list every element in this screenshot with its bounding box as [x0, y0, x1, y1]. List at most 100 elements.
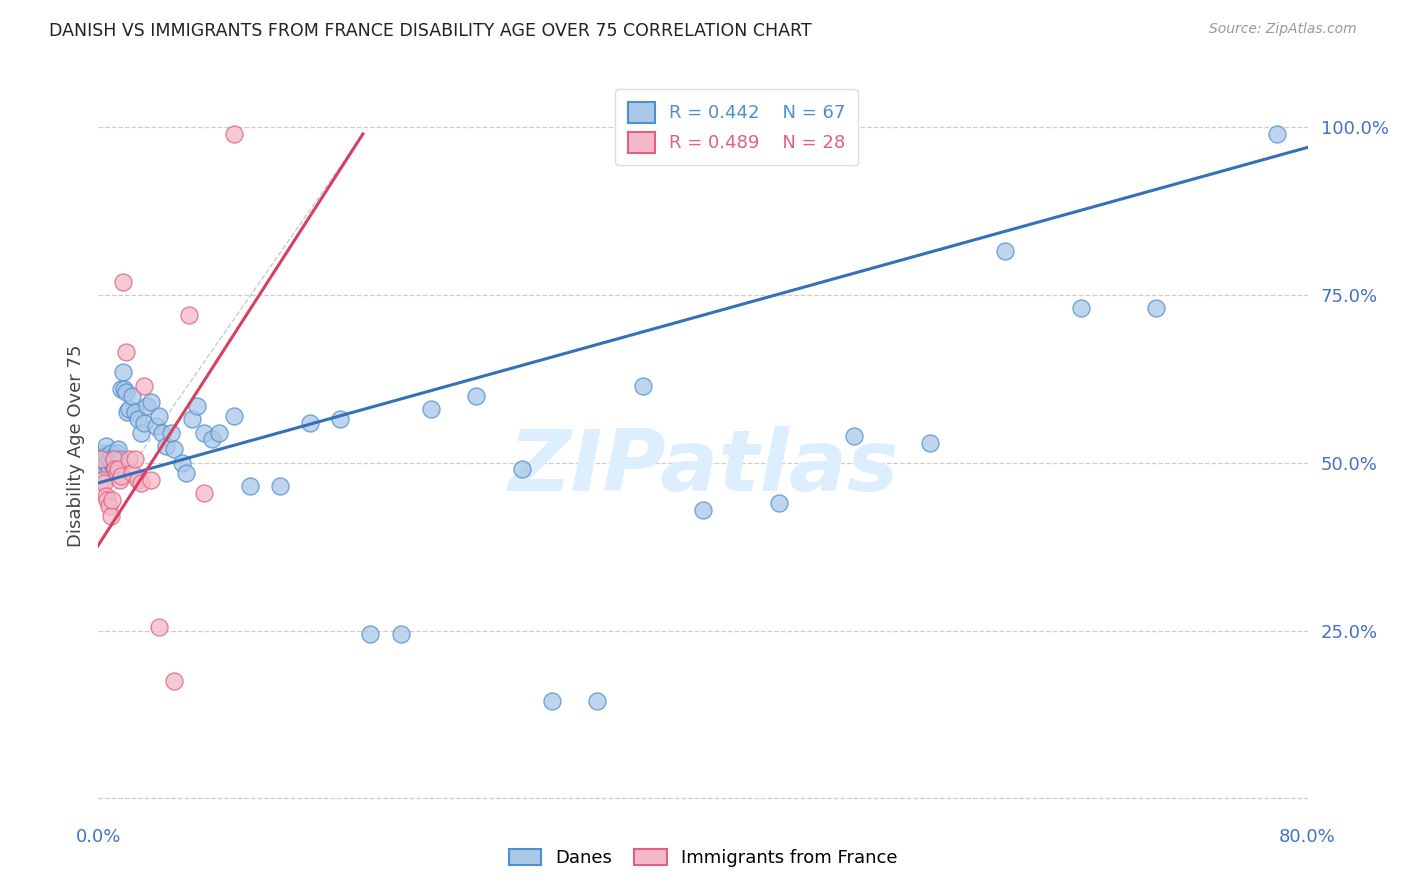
Point: [127, 473, 149, 487]
Point: [163, 673, 186, 688]
Point: [111, 275, 134, 289]
Point: [91, 446, 114, 460]
Point: [96, 456, 118, 470]
Point: [994, 244, 1017, 259]
Point: [465, 389, 488, 403]
Point: [91, 456, 114, 470]
Point: [193, 486, 215, 500]
Point: [201, 432, 224, 446]
Point: [115, 405, 138, 419]
Point: [155, 439, 177, 453]
Point: [121, 466, 143, 480]
Point: [90, 452, 112, 467]
Point: [118, 452, 141, 467]
Point: [768, 496, 790, 510]
Point: [141, 473, 163, 487]
Point: [420, 402, 443, 417]
Point: [94, 456, 117, 470]
Point: [96, 449, 118, 463]
Point: [96, 492, 118, 507]
Text: DANISH VS IMMIGRANTS FROM FRANCE DISABILITY AGE OVER 75 CORRELATION CHART: DANISH VS IMMIGRANTS FROM FRANCE DISABIL…: [49, 22, 811, 40]
Point: [1267, 127, 1289, 141]
Legend: R = 0.442    N = 67, R = 0.489    N = 28: R = 0.442 N = 67, R = 0.489 N = 28: [616, 89, 859, 165]
Point: [586, 694, 609, 708]
Point: [107, 442, 129, 457]
Point: [148, 409, 170, 423]
Point: [93, 475, 115, 490]
Point: [94, 439, 117, 453]
Text: ZIPatlas: ZIPatlas: [508, 426, 898, 509]
Point: [104, 452, 127, 467]
Point: [1070, 301, 1092, 316]
Y-axis label: Disability Age Over 75: Disability Age Over 75: [66, 344, 84, 548]
Point: [111, 365, 134, 379]
Point: [329, 412, 352, 426]
Point: [224, 409, 246, 423]
Point: [132, 378, 155, 392]
Point: [186, 399, 208, 413]
Point: [179, 308, 201, 322]
Point: [160, 425, 183, 440]
Point: [132, 416, 155, 430]
Point: [208, 425, 231, 440]
Point: [114, 385, 136, 400]
Point: [360, 627, 382, 641]
Point: [124, 452, 146, 467]
Point: [110, 469, 132, 483]
Point: [110, 382, 132, 396]
Point: [98, 500, 121, 514]
Point: [181, 412, 204, 426]
Point: [135, 399, 157, 413]
Point: [1144, 301, 1167, 316]
Point: [98, 462, 121, 476]
Point: [141, 395, 163, 409]
Point: [103, 452, 125, 467]
Point: [148, 620, 170, 634]
Point: [145, 418, 167, 433]
Point: [101, 456, 124, 470]
Point: [631, 378, 654, 392]
Point: [239, 479, 262, 493]
Point: [389, 627, 412, 641]
Point: [105, 466, 128, 480]
Point: [108, 473, 131, 487]
Point: [129, 425, 152, 440]
Point: [112, 382, 135, 396]
Legend: Danes, Immigrants from France: Danes, Immigrants from France: [502, 841, 904, 874]
Point: [93, 449, 115, 463]
Point: [510, 462, 533, 476]
Point: [163, 442, 186, 457]
Point: [174, 466, 197, 480]
Point: [101, 492, 124, 507]
Text: Source: ZipAtlas.com: Source: ZipAtlas.com: [1209, 22, 1357, 37]
Point: [692, 502, 714, 516]
Point: [107, 462, 129, 476]
Point: [91, 473, 114, 487]
Point: [103, 459, 125, 474]
Point: [100, 456, 122, 470]
Point: [299, 416, 322, 430]
Point: [100, 509, 122, 524]
Point: [90, 452, 112, 467]
Point: [103, 449, 125, 463]
Point: [104, 462, 127, 476]
Point: [844, 429, 866, 443]
Point: [193, 425, 215, 440]
Point: [121, 389, 143, 403]
Point: [105, 446, 128, 460]
Point: [224, 127, 246, 141]
Point: [118, 402, 141, 417]
Point: [540, 694, 562, 708]
Point: [918, 435, 941, 450]
Point: [94, 489, 117, 503]
Point: [170, 456, 193, 470]
Point: [98, 452, 121, 467]
Point: [127, 412, 149, 426]
Point: [150, 425, 173, 440]
Point: [100, 446, 122, 460]
Point: [124, 405, 146, 419]
Point: [269, 479, 291, 493]
Point: [114, 345, 136, 359]
Point: [93, 459, 115, 474]
Point: [129, 475, 152, 490]
